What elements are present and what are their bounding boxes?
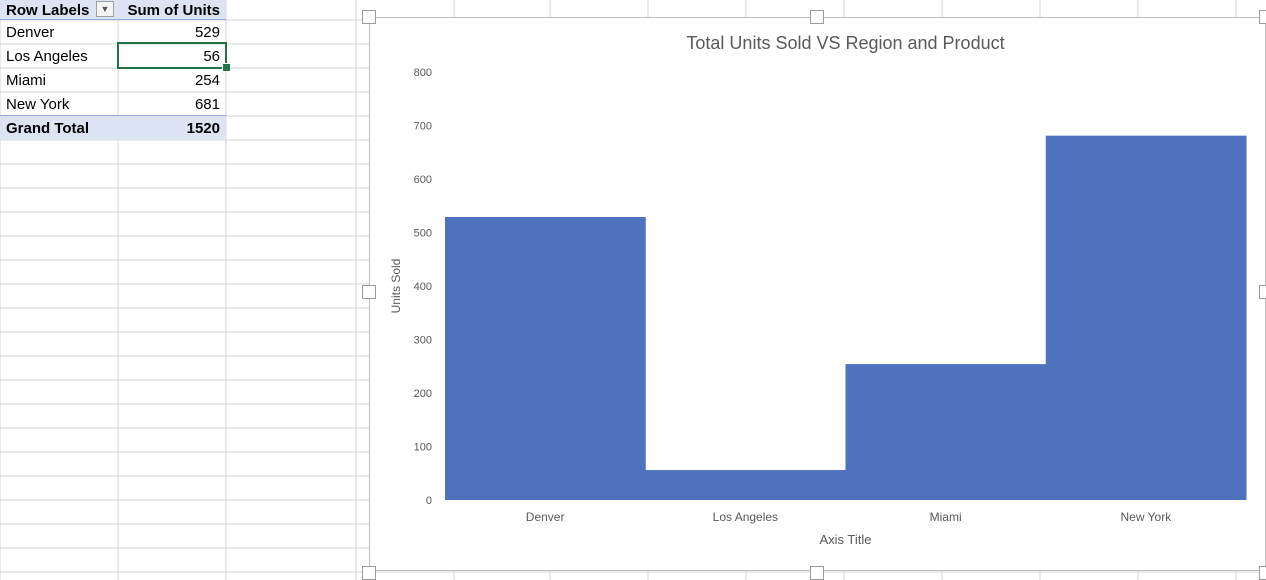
y-tick-label: 200: [414, 388, 432, 400]
y-tick-label: 100: [414, 442, 432, 454]
y-tick-label: 600: [414, 174, 432, 186]
y-tick-label: 800: [414, 67, 432, 79]
x-axis-title[interactable]: Axis Title: [819, 532, 871, 547]
row-value[interactable]: 681: [194, 95, 220, 113]
resize-handle-left[interactable]: [362, 285, 376, 299]
pivot-row-new-york: New York 681: [0, 92, 226, 116]
filter-dropdown-icon[interactable]: ▼: [96, 1, 114, 17]
resize-handle-top[interactable]: [810, 10, 824, 24]
y-tick-label: 300: [414, 335, 432, 347]
row-label[interactable]: Denver: [6, 23, 55, 41]
bar-chart[interactable]: Total Units Sold VS Region and Product 0 1…: [369, 17, 1266, 571]
bar-new-york[interactable]: [1045, 135, 1247, 500]
active-cell-selection[interactable]: [117, 42, 227, 69]
resize-handle-right[interactable]: [1259, 285, 1266, 299]
grand-total-value[interactable]: 1520: [186, 119, 220, 137]
x-tick-label: New York: [1121, 510, 1173, 524]
row-label[interactable]: New York: [6, 95, 70, 113]
x-tick-label: Denver: [526, 510, 565, 524]
resize-handle-top-left[interactable]: [362, 10, 376, 24]
x-tick-label: Los Angeles: [713, 510, 778, 524]
y-tick-label: 0: [426, 495, 432, 507]
bar-los-angeles[interactable]: [645, 470, 846, 500]
bar-denver[interactable]: [445, 216, 646, 501]
row-label[interactable]: Miami: [6, 71, 46, 89]
bar-miami[interactable]: [845, 364, 1047, 500]
resize-handle-top-right[interactable]: [1259, 10, 1266, 24]
row-value[interactable]: 529: [194, 23, 220, 41]
row-label[interactable]: Los Angeles: [6, 47, 88, 65]
grand-total-label[interactable]: Grand Total: [6, 119, 90, 137]
y-tick-label: 700: [414, 121, 432, 133]
y-axis-title[interactable]: Units Sold: [389, 259, 403, 314]
resize-handle-bottom-left[interactable]: [362, 566, 376, 580]
y-tick-label: 400: [414, 281, 432, 293]
x-tick-label: Miami: [930, 510, 962, 524]
pivot-row-denver: Denver 529: [0, 20, 226, 44]
chart-canvas: Total Units Sold VS Region and Product 0 1…: [389, 33, 1247, 547]
row-value[interactable]: 254: [194, 71, 220, 89]
pivot-grand-total-row: Grand Total 1520: [0, 116, 226, 140]
grand-total-divider: [0, 115, 226, 116]
resize-handle-bottom[interactable]: [810, 566, 824, 580]
header-divider: [0, 19, 226, 20]
sum-of-units-header[interactable]: Sum of Units: [127, 1, 221, 19]
row-labels-header[interactable]: Row Labels: [6, 1, 90, 19]
row-value[interactable]: 56: [203, 47, 220, 65]
pivot-header-row: Row Labels Sum of Units: [0, 0, 226, 20]
fill-handle[interactable]: [222, 63, 231, 72]
pivot-row-miami: Miami 254: [0, 68, 226, 92]
resize-handle-bottom-right[interactable]: [1259, 566, 1266, 580]
chart-title[interactable]: Total Units Sold VS Region and Product: [686, 33, 1004, 53]
pivot-row-los-angeles: Los Angeles 56: [0, 44, 226, 68]
y-tick-label: 500: [414, 228, 432, 240]
